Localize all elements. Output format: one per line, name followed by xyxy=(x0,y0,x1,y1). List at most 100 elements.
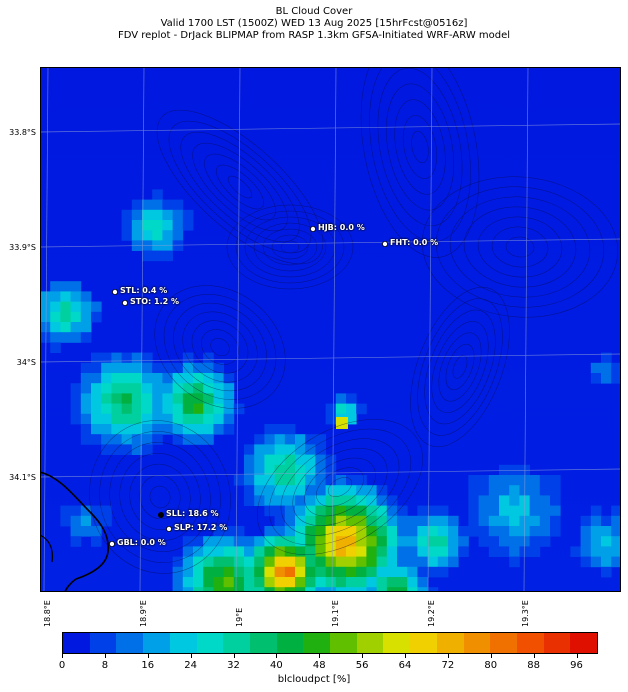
meridian-line xyxy=(331,67,337,592)
colorbar-swatch xyxy=(436,633,464,653)
contour-line xyxy=(280,438,400,536)
cloud-cell xyxy=(611,362,621,374)
cloud-cell xyxy=(448,556,459,568)
contour-line xyxy=(257,419,423,555)
cloud-cell xyxy=(478,485,490,496)
station-marker-stl xyxy=(112,288,119,295)
cloud-cell xyxy=(274,566,286,578)
cloud-cell xyxy=(203,556,214,568)
cloud-cell xyxy=(244,566,255,578)
cloud-cell xyxy=(182,424,194,435)
cloud-cell xyxy=(182,403,194,415)
contour-line xyxy=(292,448,388,526)
contour-line xyxy=(271,234,309,260)
cloud-cell xyxy=(162,199,173,211)
cloud-cell xyxy=(284,444,296,455)
contour-line xyxy=(386,83,454,211)
cloud-cell xyxy=(101,352,112,364)
cloud-cell xyxy=(529,495,541,506)
cloud-cell xyxy=(346,505,357,517)
cloud-cell xyxy=(172,587,184,592)
contour-line xyxy=(445,343,475,391)
cloud-cell xyxy=(356,403,367,415)
cloud-cell xyxy=(193,424,204,435)
cloud-cell xyxy=(366,577,377,588)
cloud-cell xyxy=(386,546,398,557)
cloud-cell xyxy=(203,587,214,592)
meridian-line xyxy=(235,67,241,592)
cloud-cell xyxy=(162,220,173,231)
cloud-cell xyxy=(152,220,163,231)
station-label-sll: SLL: 18.6 % xyxy=(166,509,219,518)
cloud-cell xyxy=(417,505,428,517)
cloud-cell xyxy=(284,505,296,517)
cloud-cell xyxy=(397,566,408,578)
cloud-cell xyxy=(315,475,326,486)
cloud-cell xyxy=(40,332,51,343)
cloud-cell xyxy=(295,577,306,588)
cloud-cell xyxy=(274,454,286,466)
contour-line xyxy=(227,175,253,199)
cloud-cell xyxy=(539,475,551,486)
cloud-cell xyxy=(305,475,316,486)
contour-line xyxy=(180,131,300,243)
cloud-cell xyxy=(590,505,602,517)
map-canvas xyxy=(40,67,621,592)
cloud-cell xyxy=(80,332,92,343)
cloud-cell xyxy=(468,495,479,506)
cloud-cell xyxy=(80,413,92,425)
cloud-cell xyxy=(315,536,326,547)
cloud-cell xyxy=(182,362,194,374)
cloud-cell xyxy=(80,526,92,537)
cloud-cell xyxy=(131,383,143,394)
cloud-cell xyxy=(101,444,112,455)
cloud-cell xyxy=(488,515,500,527)
cloud-cell xyxy=(172,577,184,588)
cloud-cell xyxy=(264,577,275,588)
cloud-cell xyxy=(233,587,245,592)
cloud-cell xyxy=(50,301,61,313)
cloud-cell xyxy=(315,464,326,476)
cloud-cell xyxy=(213,577,224,588)
cloud-cell xyxy=(203,373,214,384)
longitude-label: 19.2°E xyxy=(427,600,436,627)
cloud-cell xyxy=(407,577,418,588)
cloud-cell xyxy=(305,546,316,557)
cloud-cell xyxy=(131,230,143,241)
cloud-cell xyxy=(284,526,296,537)
cloud-cell xyxy=(264,424,275,435)
cloud-cell xyxy=(142,250,153,262)
cloud-cell xyxy=(111,413,122,425)
cloud-cell xyxy=(274,434,286,445)
cloud-cell xyxy=(274,444,286,455)
cloud-cell xyxy=(529,546,541,557)
cloud-cell xyxy=(529,536,541,547)
cloud-cell xyxy=(213,413,224,425)
cloud-cell xyxy=(335,495,347,506)
cloud-cell xyxy=(611,546,621,557)
cloud-cell xyxy=(274,515,286,527)
cloud-cell xyxy=(223,413,235,425)
cloud-cell xyxy=(315,454,326,466)
cloud-cell xyxy=(305,485,316,496)
cloud-cell xyxy=(611,536,621,547)
station-label-slp: SLP: 17.2 % xyxy=(174,523,228,532)
cloud-cell xyxy=(101,505,112,517)
cloud-cell xyxy=(91,434,102,445)
colorbar-tick-label: 96 xyxy=(570,660,583,671)
cloud-cell xyxy=(162,383,173,394)
cloud-cell xyxy=(162,209,173,221)
cloud-cell xyxy=(315,495,326,506)
cloud-cell xyxy=(346,587,357,592)
cloud-cell xyxy=(427,556,439,568)
cloud-cell xyxy=(539,536,551,547)
cloud-cell xyxy=(325,454,337,466)
contour-line xyxy=(235,210,345,284)
contour-line xyxy=(394,99,446,195)
meridian-line xyxy=(43,67,49,592)
cloud-cell xyxy=(335,556,347,568)
cloud-cell xyxy=(172,240,184,251)
cloud-cell xyxy=(254,475,265,486)
cloud-cell xyxy=(182,556,194,568)
cloud-cell xyxy=(315,566,326,578)
